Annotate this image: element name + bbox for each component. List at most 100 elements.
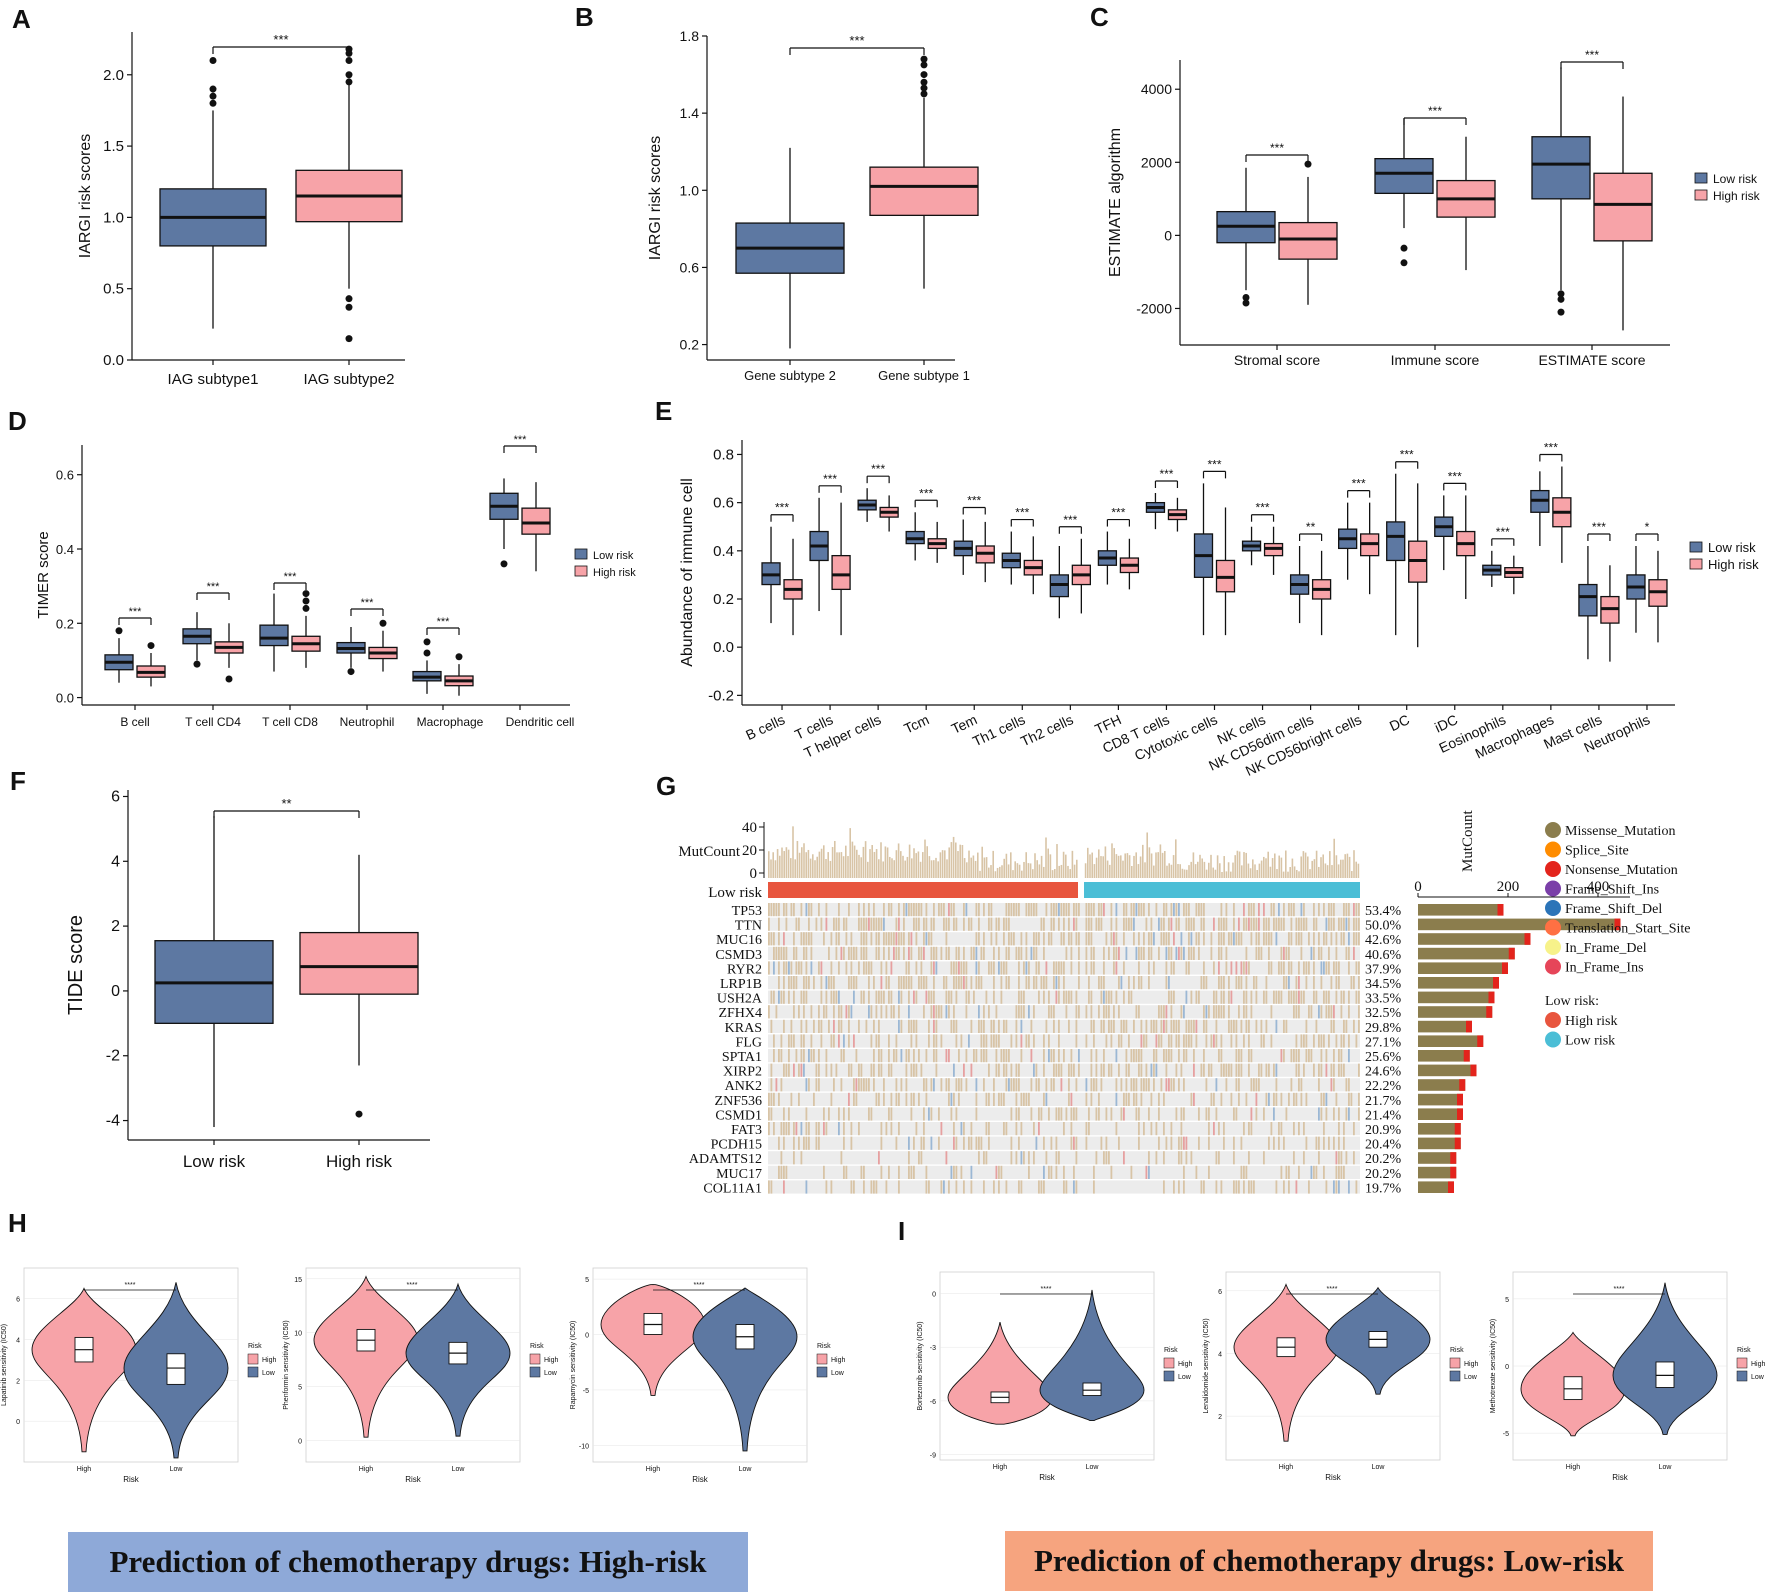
y-tick-label: 1.4 [680, 105, 700, 121]
E-sig: *** [1496, 525, 1510, 539]
G-cell [1053, 976, 1055, 990]
G-cell [1023, 1151, 1025, 1165]
G-cell [810, 1049, 813, 1063]
G-cell [1208, 1107, 1210, 1121]
G-gene-label: RYR2 [727, 962, 762, 977]
G-cell [1333, 917, 1335, 931]
G-cell [888, 976, 890, 990]
G-top-bar [1234, 855, 1236, 878]
G-cell [1040, 917, 1043, 931]
G-cell [1070, 1122, 1073, 1136]
G-cell [970, 946, 973, 960]
G-cell [1233, 1136, 1235, 1150]
I-sig: **** [1327, 1286, 1338, 1293]
G-top-bar [939, 852, 942, 878]
G-top-bar [1012, 870, 1014, 878]
G-cell [1048, 1034, 1050, 1048]
E-box-low-17-box [1578, 583, 1598, 617]
G-cell [910, 1034, 913, 1048]
G-cell [955, 990, 958, 1004]
G-cell [1325, 917, 1328, 931]
G-cell [963, 1063, 965, 1077]
G-cell [1300, 1034, 1303, 1048]
G-cell [1195, 1034, 1198, 1048]
G-side-bar [1418, 977, 1499, 989]
E-sig: *** [1111, 506, 1125, 520]
G-cell [788, 976, 790, 990]
G-cell [1270, 1005, 1273, 1019]
G-cell [780, 990, 783, 1004]
G-top-bar [845, 845, 847, 878]
G-cell [1310, 946, 1313, 960]
G-cell [838, 1034, 840, 1048]
G-cell [898, 1165, 900, 1179]
G-cell [953, 1005, 955, 1019]
G-cell [848, 1034, 850, 1048]
G-cell [985, 1092, 988, 1106]
G-cell [1090, 917, 1093, 931]
G-cell [1223, 990, 1225, 1004]
G-cell [1148, 932, 1150, 946]
G-cell [880, 1165, 883, 1179]
G-cell [908, 1151, 910, 1165]
G-cell [1003, 932, 1005, 946]
G-cell [1053, 903, 1055, 917]
G-cell [1333, 1049, 1335, 1063]
H-y-tick-label: 0 [16, 1419, 20, 1426]
G-side-tick: 0 [1414, 879, 1422, 895]
G-cell [1103, 1005, 1105, 1019]
G-cell [1283, 903, 1285, 917]
G-cell [1250, 932, 1253, 946]
G-cell [803, 1049, 805, 1063]
G-cell [975, 961, 978, 975]
G-cell [1325, 1049, 1328, 1063]
G-cell [1070, 1136, 1073, 1150]
G-cell [940, 1180, 943, 1194]
E-sig: *** [967, 494, 981, 508]
I-y-tick-label: 0 [1505, 1364, 1509, 1371]
G-cell [1050, 1005, 1053, 1019]
G-cell [1193, 1049, 1195, 1063]
G-cell [1270, 1034, 1273, 1048]
G-cell [895, 946, 898, 960]
G-cell [1268, 917, 1270, 931]
G-top-bar [1245, 852, 1247, 878]
G-top-bar [849, 828, 851, 878]
I-legend-swatch [1449, 1357, 1461, 1369]
G-top-bar [1104, 846, 1107, 878]
G-cell [1030, 1049, 1033, 1063]
G-cell [1103, 990, 1105, 1004]
D-legend-label: Low risk [593, 550, 634, 562]
G-cell [1035, 946, 1038, 960]
G-cell [1125, 917, 1128, 931]
G-cell [1153, 1078, 1155, 1092]
G-top-bar [1232, 862, 1234, 878]
G-cell [848, 1107, 850, 1121]
G-cell [1035, 1136, 1038, 1150]
G-cell [1223, 1136, 1225, 1150]
G-top-bar [1342, 859, 1344, 878]
G-cell [1348, 1180, 1350, 1194]
G-cell [1050, 917, 1053, 931]
G-cell [1060, 932, 1063, 946]
G-top-bar [836, 852, 838, 878]
G-cell [1235, 1063, 1238, 1077]
G-cell [890, 903, 893, 917]
G-cell [1285, 976, 1288, 990]
G-cell [1308, 1180, 1310, 1194]
G-legend-dot [1545, 919, 1561, 936]
G-cell [1090, 1063, 1093, 1077]
G-top-bar [1049, 854, 1052, 878]
G-cell [1020, 1034, 1023, 1048]
G-cell [1180, 946, 1183, 960]
G-cell [963, 917, 965, 931]
G-top-bar [1300, 856, 1302, 878]
G-cell [978, 932, 980, 946]
H-y-tick-label: 5 [298, 1385, 302, 1392]
G-cell [1103, 1151, 1105, 1165]
G-cell [888, 903, 890, 917]
G-top-bar [1150, 853, 1153, 878]
G-cell [1250, 903, 1253, 917]
G-cell [1075, 1005, 1078, 1019]
G-cell [780, 1049, 783, 1063]
